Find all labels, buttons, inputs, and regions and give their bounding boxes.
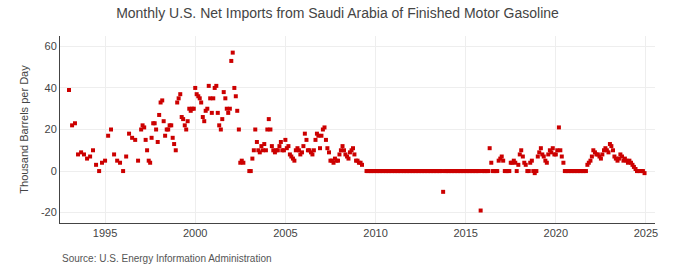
svg-text:2000: 2000 (183, 227, 207, 239)
svg-text:2005: 2005 (273, 227, 297, 239)
svg-text:2010: 2010 (363, 227, 387, 239)
svg-text:Thousand Barrels per Day: Thousand Barrels per Day (18, 65, 30, 194)
svg-text:2020: 2020 (544, 227, 568, 239)
svg-text:Monthly U.S. Net Imports from: Monthly U.S. Net Imports from Saudi Arab… (116, 5, 559, 21)
svg-text:-20: -20 (41, 206, 57, 218)
svg-text:40: 40 (45, 82, 57, 94)
svg-text:2025: 2025 (634, 227, 658, 239)
svg-text:0: 0 (51, 165, 57, 177)
svg-text:60: 60 (45, 40, 57, 52)
svg-text:20: 20 (45, 123, 57, 135)
svg-text:2015: 2015 (453, 227, 477, 239)
svg-text:Source: U.S. Energy Informatio: Source: U.S. Energy Information Administ… (62, 253, 272, 264)
svg-text:1995: 1995 (93, 227, 117, 239)
